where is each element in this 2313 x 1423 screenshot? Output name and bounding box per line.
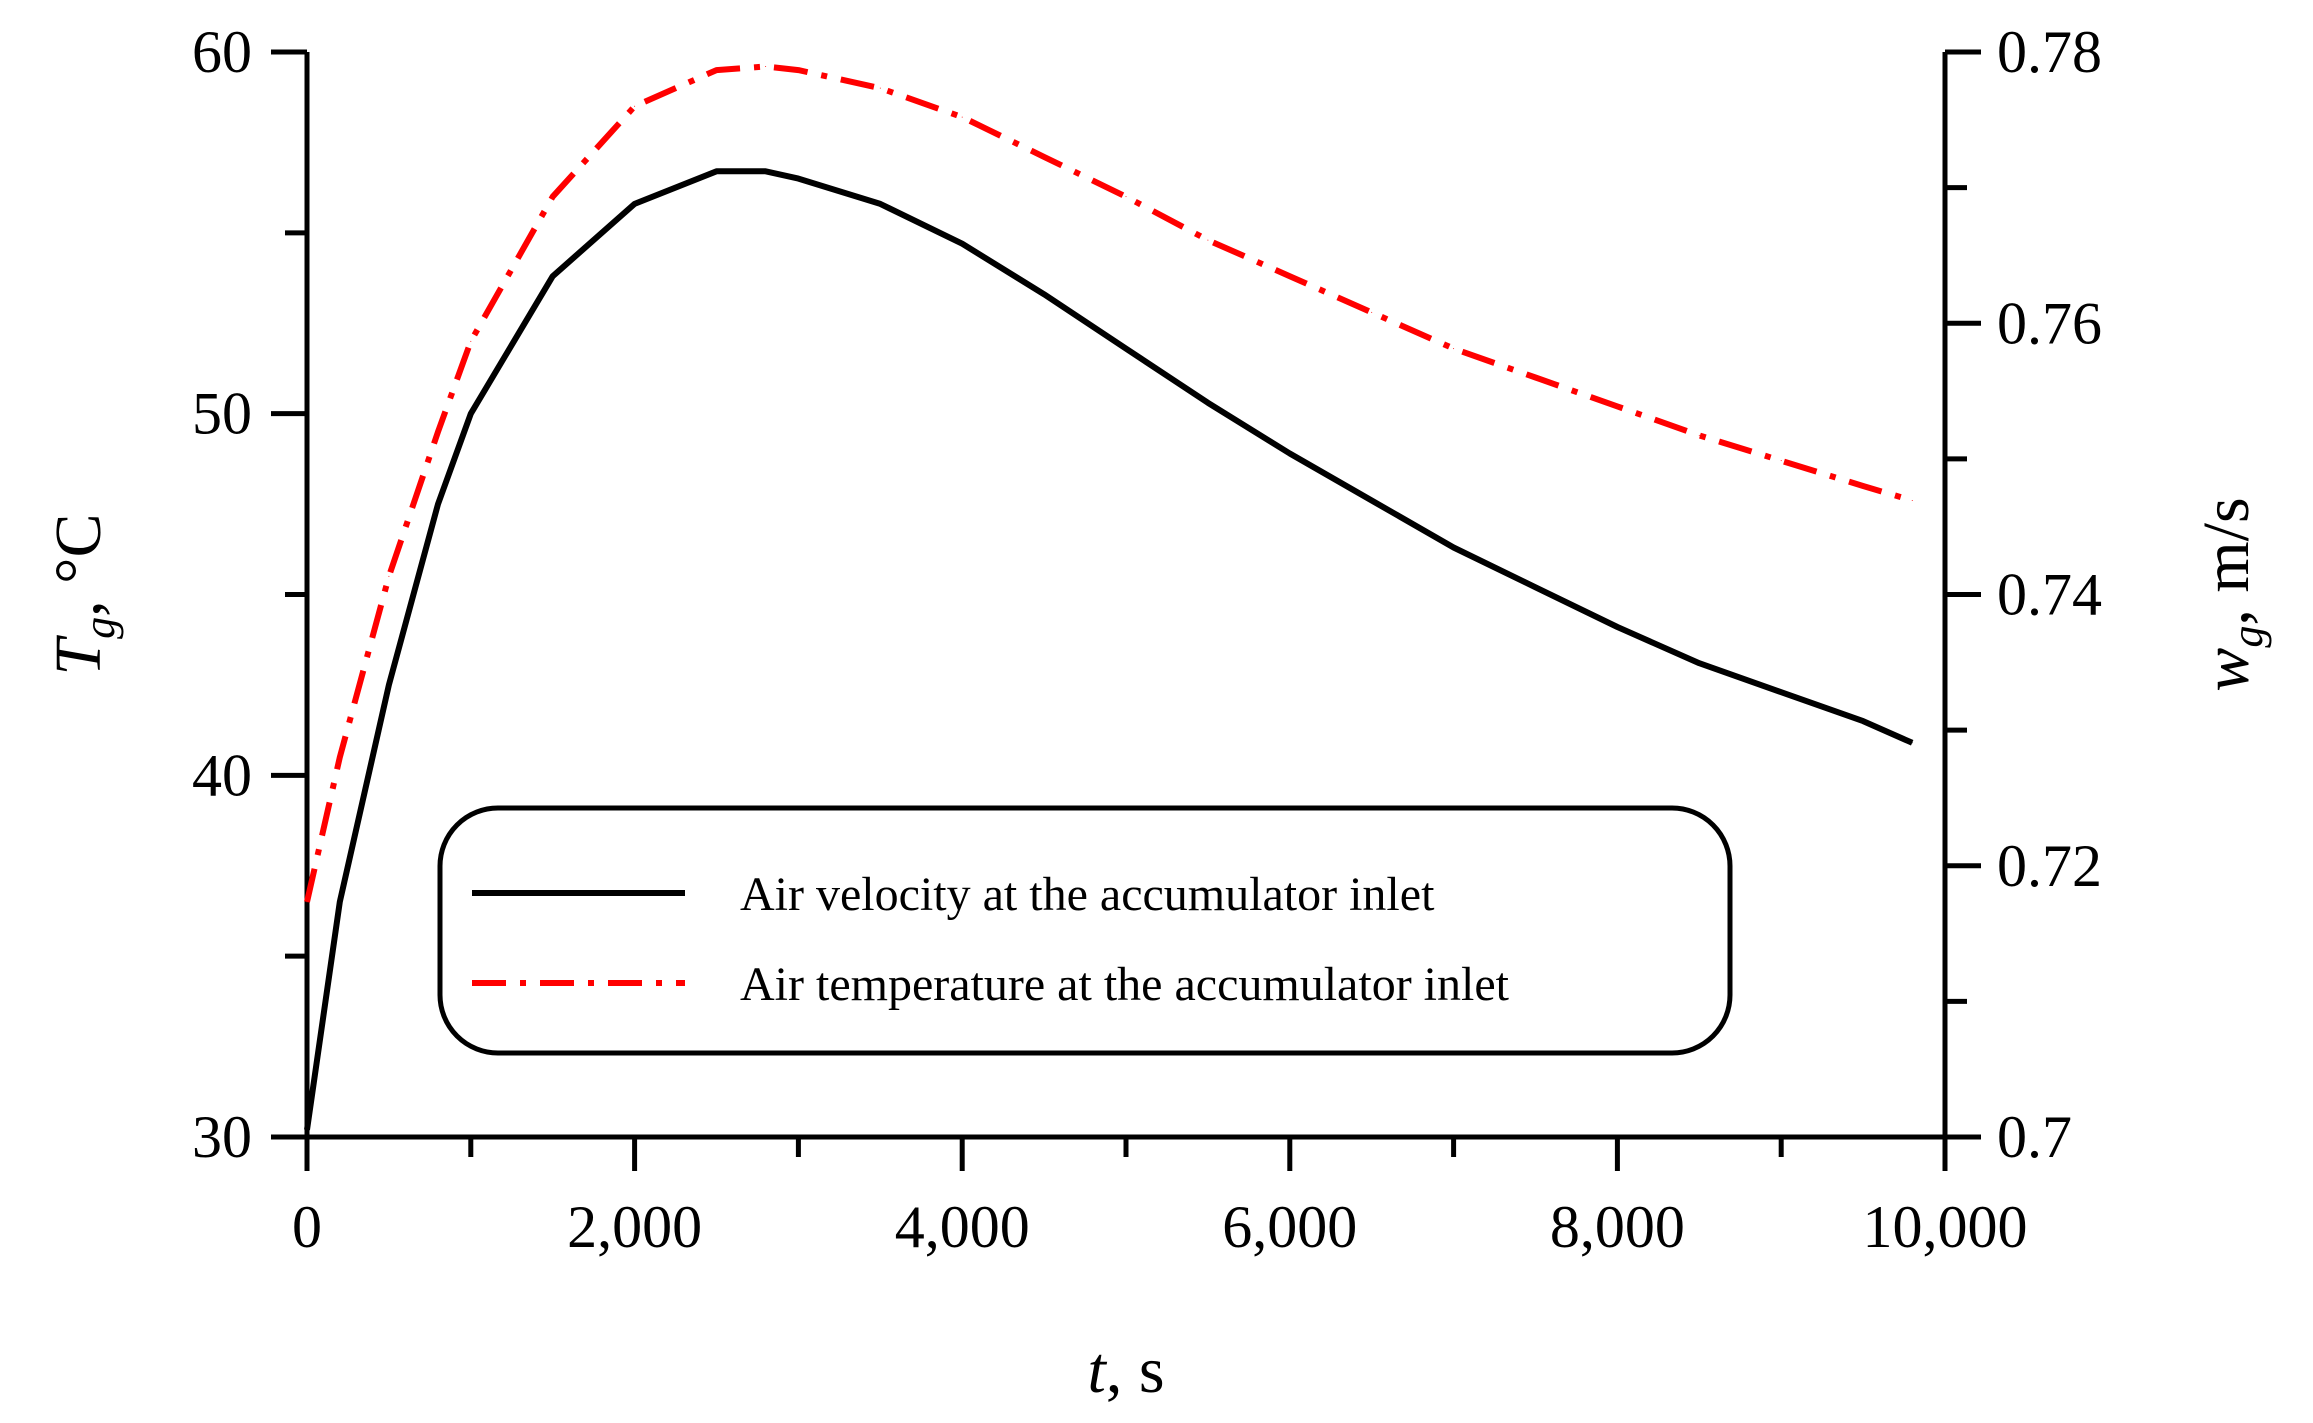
legend-label-1: Air velocity at the accumulator inlet bbox=[740, 868, 1435, 921]
series-2-point bbox=[1207, 239, 1209, 241]
y-right-axis-title: wg, m/s bbox=[2190, 497, 2272, 691]
series-1-point bbox=[1535, 586, 1536, 588]
legend-frame bbox=[437, 805, 1733, 1056]
legend-label-2: Air temperature at the accumulator inlet bbox=[740, 958, 1510, 1011]
series-1-point bbox=[1616, 626, 1618, 628]
series-1-point bbox=[1453, 546, 1455, 548]
series-2-point bbox=[437, 431, 439, 433]
y-right-tick-label: 0.76 bbox=[1997, 290, 2102, 356]
series-1-point bbox=[1289, 452, 1291, 454]
y-right-tick-label: 0.7 bbox=[1997, 1104, 2072, 1170]
series-2-point bbox=[879, 87, 881, 89]
series-1-point bbox=[634, 203, 636, 205]
series-2-point bbox=[388, 575, 390, 577]
series-2-point bbox=[1862, 485, 1864, 487]
series-2-point bbox=[339, 756, 341, 758]
series-2-point bbox=[1616, 405, 1618, 407]
y-left-tick-label: 30 bbox=[192, 1104, 252, 1170]
series-2-point bbox=[1453, 348, 1455, 350]
series-2-point bbox=[765, 65, 767, 67]
y-left-tick-label: 60 bbox=[192, 19, 252, 85]
series-2-point bbox=[961, 116, 963, 118]
series-2-point bbox=[552, 196, 554, 198]
y-right-tick-label: 0.74 bbox=[1997, 562, 2102, 628]
series-2-point bbox=[1125, 196, 1127, 198]
y-left-tick-label: 50 bbox=[192, 381, 252, 447]
x-tick-label: 4,000 bbox=[895, 1194, 1030, 1260]
series-1-point bbox=[470, 413, 472, 415]
series-2-point bbox=[1535, 377, 1536, 378]
series-1-point bbox=[1698, 662, 1700, 664]
series-1-point bbox=[797, 178, 799, 180]
series-2-point bbox=[797, 69, 799, 71]
x-axis-title: t, s bbox=[1087, 1334, 1164, 1407]
series-1-point bbox=[1862, 720, 1864, 722]
x-tick-label: 2,000 bbox=[567, 1194, 702, 1260]
series-1-point bbox=[388, 684, 390, 686]
series-line-1 bbox=[304, 168, 1914, 1131]
series-2-point bbox=[1698, 434, 1700, 436]
series-1-point bbox=[961, 243, 963, 245]
x-tick-label: 8,000 bbox=[1550, 1194, 1685, 1260]
series-1-point bbox=[339, 901, 341, 903]
x-tick-label: 10,000 bbox=[1863, 1194, 2028, 1260]
series-1-point bbox=[879, 203, 881, 205]
series-2-point bbox=[1780, 460, 1782, 462]
x-tick-label: 0 bbox=[292, 1194, 322, 1260]
y-right-tick-label: 0.78 bbox=[1997, 19, 2102, 85]
y-left-axis-title: Tg, °C bbox=[42, 513, 124, 675]
series-1-point bbox=[306, 1129, 308, 1131]
series-1-point bbox=[1780, 691, 1782, 693]
series-1-point bbox=[1911, 742, 1913, 744]
series-2-point bbox=[634, 105, 636, 107]
series-layer bbox=[304, 63, 1914, 1131]
series-2-point bbox=[470, 340, 472, 342]
x-tick-label: 6,000 bbox=[1222, 1194, 1357, 1260]
series-2-point bbox=[306, 901, 308, 903]
series-2-point bbox=[716, 69, 717, 71]
series-1-point bbox=[1207, 402, 1209, 404]
series-2-point bbox=[1371, 311, 1373, 313]
axes: 0 2,000 4,000 6,000 8,000 10,000 30 40 50 60 0.7 0.… bbox=[42, 19, 2272, 1407]
series-1-point bbox=[765, 170, 767, 172]
series-line-2 bbox=[304, 63, 1914, 903]
series-1-point bbox=[1371, 499, 1373, 501]
series-1-point bbox=[1125, 348, 1127, 350]
y-right-tick-label: 0.72 bbox=[1997, 833, 2102, 899]
series-1-point bbox=[437, 503, 439, 505]
series-2-point bbox=[1043, 156, 1045, 158]
series-1-point bbox=[716, 170, 717, 172]
series-2-point bbox=[1911, 499, 1913, 501]
series-1-point bbox=[552, 275, 554, 277]
series-2-point bbox=[1289, 275, 1291, 277]
series-1-point bbox=[1043, 293, 1045, 295]
y-left-tick-label: 40 bbox=[192, 742, 252, 808]
legend: Air velocity at the accumulator inlet Air… bbox=[437, 805, 1733, 1056]
